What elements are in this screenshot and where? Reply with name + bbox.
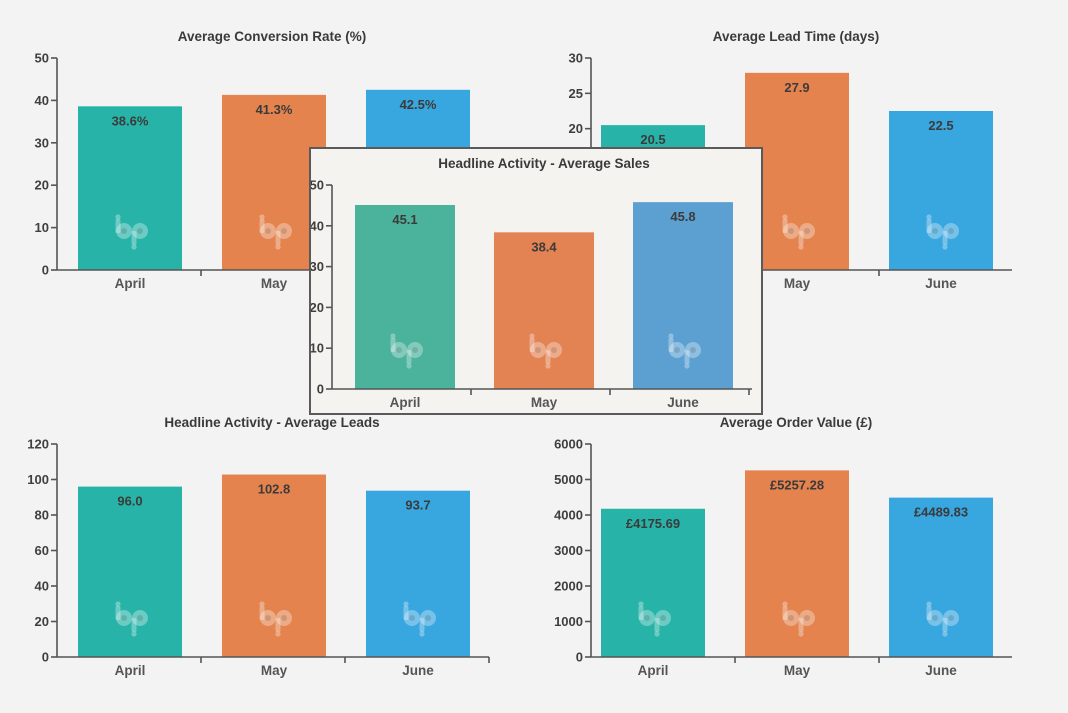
y-tick-label: 50 xyxy=(311,178,324,193)
data-label: 20.5 xyxy=(640,132,665,147)
y-tick-label: 5000 xyxy=(554,472,583,487)
data-label: 22.5 xyxy=(928,118,953,133)
y-tick-label: 20 xyxy=(35,178,49,193)
bar-may xyxy=(222,94,326,270)
bp-logo xyxy=(529,333,562,369)
chart-title: Average Lead Time (days) xyxy=(713,29,880,44)
y-tick-label: 2000 xyxy=(554,579,583,594)
bar-april xyxy=(78,486,182,657)
bar-june xyxy=(366,490,470,657)
y-tick-label: 10 xyxy=(35,220,49,235)
bp-logo xyxy=(259,601,292,637)
x-tick-label: April xyxy=(115,276,146,291)
y-tick-label: 6000 xyxy=(554,437,583,452)
bp-logo xyxy=(115,601,148,637)
data-label: £5257.28 xyxy=(770,477,824,492)
y-tick-label: 100 xyxy=(27,472,49,487)
data-label: 38.6% xyxy=(112,113,149,128)
x-tick-label: May xyxy=(784,663,811,678)
x-tick-label: June xyxy=(667,395,699,410)
bp-logo xyxy=(668,333,701,369)
y-tick-label: 40 xyxy=(35,579,49,594)
y-tick-label: 0 xyxy=(317,382,324,397)
y-tick-label: 30 xyxy=(311,259,324,274)
x-tick-label: May xyxy=(261,276,288,291)
x-tick-label: April xyxy=(115,663,146,678)
bar-may xyxy=(494,232,594,389)
data-label: £4489.83 xyxy=(914,505,968,520)
data-label: 45.8 xyxy=(670,209,695,224)
y-tick-label: 30 xyxy=(35,135,49,150)
y-tick-label: 20 xyxy=(35,614,49,629)
data-label: 93.7 xyxy=(405,498,430,513)
data-label: 41.3% xyxy=(256,102,293,117)
bp-logo xyxy=(926,214,959,250)
bar-june xyxy=(889,497,993,657)
y-tick-label: 50 xyxy=(35,51,49,66)
bar-june xyxy=(633,202,733,389)
y-tick-label: 3000 xyxy=(554,543,583,558)
chart-order-value: Average Order Value (£) £4175.69 April £525… xyxy=(534,400,1068,700)
bar-april xyxy=(78,106,182,270)
bp-logo xyxy=(638,601,671,637)
data-label: 96.0 xyxy=(117,494,142,509)
bp-logo xyxy=(259,214,292,250)
chart-title: Average Order Value (£) xyxy=(720,415,873,430)
bp-logo xyxy=(115,214,148,250)
bar-may xyxy=(745,470,849,657)
y-tick-label: 0 xyxy=(576,650,583,665)
y-tick-label: 120 xyxy=(27,437,49,452)
y-tick-label: 20 xyxy=(311,300,324,315)
y-tick-label: 1000 xyxy=(554,614,583,629)
y-tick-label: 60 xyxy=(35,543,49,558)
data-label: 27.9 xyxy=(784,80,809,95)
y-tick-label: 20 xyxy=(569,121,583,136)
y-tick-label: 25 xyxy=(569,86,583,101)
bar-april xyxy=(355,204,455,389)
data-label: 42.5% xyxy=(400,97,437,112)
chart-title: Headline Activity - Average Leads xyxy=(164,415,379,430)
bp-logo xyxy=(782,214,815,250)
x-tick-label: May xyxy=(784,276,811,291)
x-tick-label: June xyxy=(402,663,434,678)
x-tick-label: June xyxy=(925,663,957,678)
data-label: 45.1 xyxy=(392,212,417,227)
bp-logo xyxy=(782,601,815,637)
bar-june xyxy=(889,111,993,270)
y-tick-label: 40 xyxy=(35,93,49,108)
popup-average-sales[interactable]: Headline Activity - Average Sales 45.1 Apr… xyxy=(309,147,763,415)
y-tick-label: 30 xyxy=(569,51,583,66)
x-tick-label: May xyxy=(531,395,558,410)
chart-title: Average Conversion Rate (%) xyxy=(178,29,367,44)
x-tick-label: April xyxy=(390,395,421,410)
chart-average-leads: Headline Activity - Average Leads 96.0 Apr… xyxy=(0,400,534,700)
chart-title: Headline Activity - Average Sales xyxy=(438,156,650,171)
bp-logo xyxy=(390,333,423,369)
data-label: 102.8 xyxy=(258,482,291,497)
x-tick-label: May xyxy=(261,663,288,678)
x-tick-label: June xyxy=(925,276,957,291)
data-label: 38.4 xyxy=(531,239,557,254)
bp-logo xyxy=(403,601,436,637)
y-tick-label: 40 xyxy=(311,218,324,233)
y-tick-label: 0 xyxy=(42,650,49,665)
y-tick-label: 80 xyxy=(35,508,49,523)
data-label: £4175.69 xyxy=(626,516,680,531)
bar-may xyxy=(222,474,326,657)
bp-logo xyxy=(926,601,959,637)
y-tick-label: 4000 xyxy=(554,508,583,523)
y-tick-label: 0 xyxy=(42,263,49,278)
bar-april xyxy=(601,508,705,657)
y-tick-label: 10 xyxy=(311,341,324,356)
x-tick-label: April xyxy=(638,663,669,678)
